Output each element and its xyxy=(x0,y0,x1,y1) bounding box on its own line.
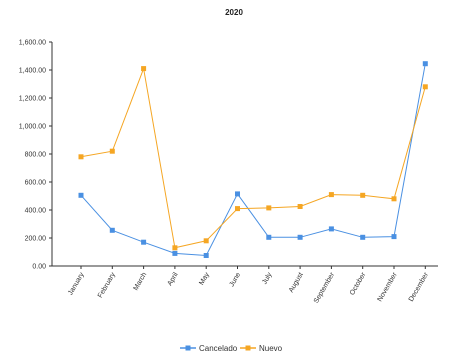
data-point-nuevo xyxy=(360,192,366,198)
data-point-nuevo xyxy=(235,206,240,212)
y-tick-label: 1,600.00 xyxy=(19,40,46,47)
y-tick-label: 1,000.00 xyxy=(19,124,46,131)
data-point-cancelado xyxy=(360,234,366,240)
x-tick-label: October xyxy=(349,271,368,297)
legend-label-nuevo: Nuevo xyxy=(259,344,283,353)
data-point-cancelado xyxy=(141,239,147,245)
y-tick-label: 200.00 xyxy=(25,236,47,243)
y-tick-label: 600.00 xyxy=(25,180,47,187)
data-point-cancelado xyxy=(328,226,334,232)
legend-marker-nuevo xyxy=(245,345,251,351)
x-tick-label: November xyxy=(377,271,400,303)
data-point-nuevo xyxy=(328,192,334,198)
x-tick-label: January xyxy=(67,271,86,296)
data-point-nuevo xyxy=(141,66,147,72)
data-point-nuevo xyxy=(109,148,115,154)
x-tick-label: June xyxy=(229,271,243,288)
data-point-nuevo xyxy=(203,238,209,244)
data-point-nuevo xyxy=(391,196,397,202)
y-tick-label: 800.00 xyxy=(25,152,47,159)
series-line-cancelado xyxy=(80,63,426,257)
x-tick-label: July xyxy=(261,271,274,286)
data-point-cancelado xyxy=(422,61,428,67)
x-tick-label: April xyxy=(167,271,180,287)
axes: 0.00 200.00 400.00 600.00 800.00 1,000.00 1,20… xyxy=(19,40,438,305)
data-point-cancelado xyxy=(172,250,178,256)
data-point-nuevo xyxy=(172,245,178,251)
x-tick-label: March xyxy=(133,271,149,291)
data-point-cancelado xyxy=(78,192,84,198)
data-point-cancelado xyxy=(391,234,397,240)
y-tick-label: 0.00 xyxy=(32,264,46,271)
legend: Cancelado Nuevo xyxy=(180,344,283,353)
data-point-nuevo xyxy=(78,154,84,160)
chart-title: 2020 xyxy=(225,8,243,17)
data-point-cancelado xyxy=(109,227,115,233)
data-point-cancelado xyxy=(297,234,303,240)
data-point-cancelado xyxy=(266,234,272,240)
x-tick-label: December xyxy=(408,271,431,303)
legend-label-cancelado: Cancelado xyxy=(199,344,238,353)
series-line-nuevo xyxy=(80,66,426,249)
data-point-nuevo xyxy=(266,205,272,211)
x-tick-label: September xyxy=(313,271,337,305)
series-layer xyxy=(78,61,428,258)
legend-marker-cancelado xyxy=(185,345,191,351)
y-tick-label: 400.00 xyxy=(25,208,47,215)
y-tick-label: 1,400.00 xyxy=(19,68,46,75)
data-point-cancelado xyxy=(235,191,240,197)
y-tick-label: 1,200.00 xyxy=(19,96,46,103)
data-point-nuevo xyxy=(297,204,303,209)
x-tick-label: February xyxy=(97,271,117,299)
x-tick-label: May xyxy=(198,271,211,286)
data-point-cancelado xyxy=(203,253,209,258)
x-tick-label: August xyxy=(288,271,305,293)
data-point-nuevo xyxy=(422,84,428,90)
